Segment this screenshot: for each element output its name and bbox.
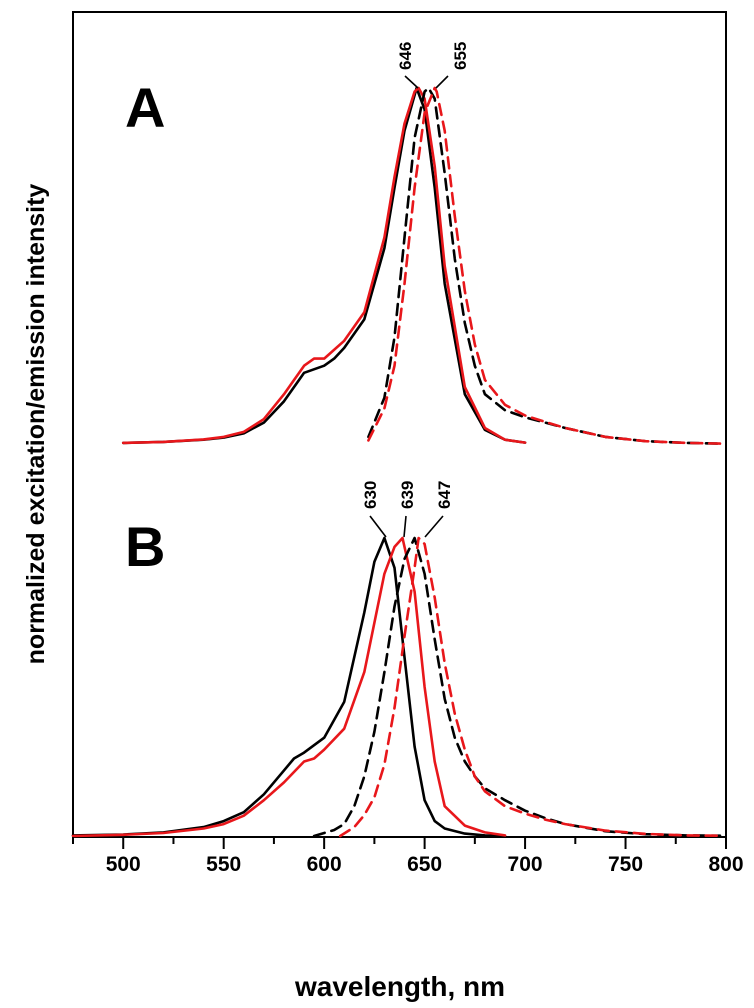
peak-connector-4 — [424, 515, 444, 538]
panel-b-series-2-dashed — [312, 536, 722, 838]
peak-label-630: 630 — [361, 481, 380, 509]
peak-label-655: 655 — [451, 42, 470, 70]
x-tick-label-800: 800 — [708, 853, 743, 876]
x-tick-layer: 500 550 600 650 700 750 800 — [72, 837, 744, 876]
peak-connector-1 — [435, 75, 449, 89]
x-tick-label-750: 750 — [608, 853, 643, 876]
peak-connector-2 — [369, 515, 387, 538]
x-tick-label-700: 700 — [508, 853, 543, 876]
x-tick-label-500: 500 — [106, 853, 141, 876]
panel-a-series-1-solid — [121, 86, 527, 445]
panel-b-series-0-solid — [71, 536, 507, 838]
panel-a-series-3-dashed — [367, 86, 722, 445]
panel-label-b: B — [125, 515, 165, 578]
panel-b-series-3-dashed — [338, 536, 722, 838]
x-axis-label: wavelength, nm — [294, 971, 505, 1002]
panel-b-series-1-solid — [71, 536, 507, 838]
panel-label-a: A — [125, 76, 165, 139]
peak-connector-3 — [403, 515, 407, 538]
x-tick-label-550: 550 — [206, 853, 241, 876]
x-tick-label-600: 600 — [307, 853, 342, 876]
peak-label-639: 639 — [398, 481, 417, 509]
plot-frame — [72, 11, 727, 838]
series-layer — [71, 86, 722, 838]
x-tick-label-650: 650 — [407, 853, 442, 876]
peak-label-647: 647 — [435, 481, 454, 509]
peak-label-646: 646 — [396, 42, 415, 70]
peak-connector-0 — [404, 75, 419, 89]
peak-connector-layer — [369, 75, 449, 538]
y-axis-label: normalized excitation/emission intensity — [22, 184, 50, 665]
